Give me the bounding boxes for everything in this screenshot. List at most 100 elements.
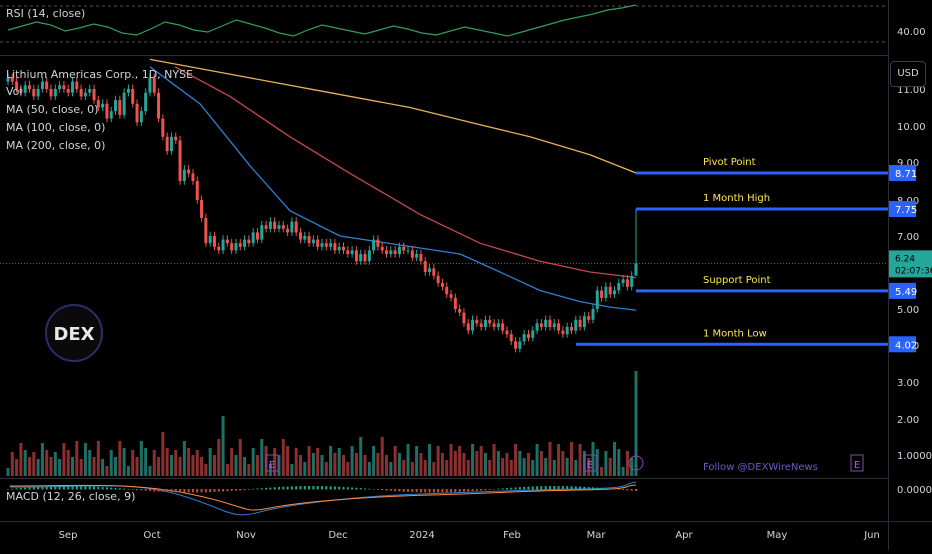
macd-hist-bar: [428, 489, 431, 493]
candle-body: [200, 200, 204, 218]
candle-body: [28, 85, 32, 89]
macd-hist-bar: [566, 486, 569, 490]
volume-bar: [10, 452, 14, 476]
level-price-tag-text: 5.49: [895, 287, 917, 298]
y-tick-label: 11.00: [897, 85, 926, 96]
y-tick-label: 2.00: [897, 415, 919, 426]
candle-body: [96, 100, 100, 108]
macd-hist-bar: [209, 489, 212, 493]
volume-bar: [393, 446, 397, 476]
macd-hist-bar: [432, 489, 435, 493]
volume-bar: [380, 437, 384, 476]
macd-hist-bar: [170, 489, 173, 493]
volume-bar: [169, 455, 173, 476]
candle-body: [552, 323, 556, 327]
legend-vol[interactable]: Vol: [6, 85, 23, 98]
volume-bar: [131, 450, 135, 476]
macd-hist-bar: [19, 488, 22, 490]
volume-bar: [105, 466, 109, 476]
candle-body: [561, 330, 565, 335]
volume-bar: [36, 459, 40, 476]
macd-hist-bar: [200, 489, 203, 493]
candle-body: [217, 246, 221, 251]
macd-hist-bar: [256, 488, 259, 490]
macd-label[interactable]: MACD (12, 26, close, 9): [6, 490, 136, 503]
macd-hist-bar: [105, 487, 108, 490]
volume-bar: [83, 443, 87, 476]
macd-hist-bar: [510, 487, 513, 490]
candle-body: [479, 323, 483, 327]
candle-body: [333, 243, 337, 251]
candle-body: [225, 239, 229, 244]
volume-bar: [436, 446, 440, 476]
candle-body: [367, 250, 371, 262]
volume-bar: [217, 439, 221, 476]
volume-bar: [604, 451, 608, 476]
volume-bar: [273, 448, 277, 476]
macd-hist-bar: [75, 486, 78, 490]
macd-hist-bar: [11, 488, 14, 490]
volume-bar: [501, 458, 505, 476]
candle-body: [19, 89, 23, 93]
candle-body: [604, 286, 608, 298]
currency-button[interactable]: USD: [890, 61, 926, 87]
volume-bar: [320, 455, 324, 476]
volume-bar: [329, 446, 333, 476]
level-label: Pivot Point: [703, 157, 756, 168]
volume-bar: [466, 460, 470, 476]
volume-bar: [238, 439, 242, 476]
macd-hist-bar: [441, 489, 444, 493]
macd-hist-bar: [591, 487, 594, 490]
volume-bar: [208, 448, 212, 476]
volume-bar: [161, 432, 165, 476]
candle-body: [298, 232, 302, 240]
candle-body: [466, 323, 470, 331]
candle-body: [410, 250, 414, 258]
volume-bar: [109, 450, 113, 476]
candle-body: [453, 297, 457, 309]
legend-ma100[interactable]: MA (100, close, 0): [6, 121, 106, 134]
ma200-line: [149, 58, 637, 174]
candle-body: [548, 319, 552, 327]
candle-body: [346, 250, 350, 254]
rsi-label[interactable]: RSI (14, close): [6, 7, 86, 20]
candle-body: [204, 218, 208, 244]
macd-hist-bar: [531, 486, 534, 490]
candle-body: [66, 89, 70, 93]
earnings-marker: [850, 454, 864, 472]
volume-bar: [488, 460, 492, 476]
macd-hist-bar: [338, 486, 341, 490]
candle-body: [569, 327, 573, 331]
volume-bar: [114, 457, 118, 476]
volume-bar: [118, 441, 122, 476]
volume-bar: [458, 446, 462, 476]
volume-bar: [372, 446, 376, 476]
volume-bar: [96, 441, 100, 476]
macd-hist-bar: [518, 487, 521, 490]
volume-bar: [410, 462, 414, 476]
volume-bar: [281, 439, 285, 476]
candle-body: [273, 221, 277, 229]
macd-hist-bar: [140, 489, 143, 491]
volume-bar: [204, 464, 208, 476]
legend-ma200[interactable]: MA (200, close, 0): [6, 139, 106, 152]
volume-bar: [634, 371, 638, 476]
volume-bar: [535, 444, 539, 476]
candle-body: [419, 254, 423, 262]
volume-bar: [544, 458, 548, 476]
candle-body: [393, 250, 397, 254]
earnings-marker: [265, 454, 279, 472]
legend-title[interactable]: Lithium Americas Corp., 1D, NYSE: [6, 68, 194, 81]
macd-hist-bar: [402, 489, 405, 492]
macd-hist-bar: [622, 489, 625, 491]
macd-hist-bar: [450, 489, 453, 493]
candle-body: [109, 111, 113, 119]
candle-body: [488, 319, 492, 324]
candle-body: [380, 246, 384, 251]
level-price-tag: [889, 165, 916, 182]
volume-bar: [195, 450, 199, 476]
legend-ma50[interactable]: MA (50, close, 0): [6, 103, 99, 116]
candle-body: [260, 225, 264, 240]
macd-hist-bar: [630, 489, 633, 491]
volume-bar: [182, 441, 186, 476]
